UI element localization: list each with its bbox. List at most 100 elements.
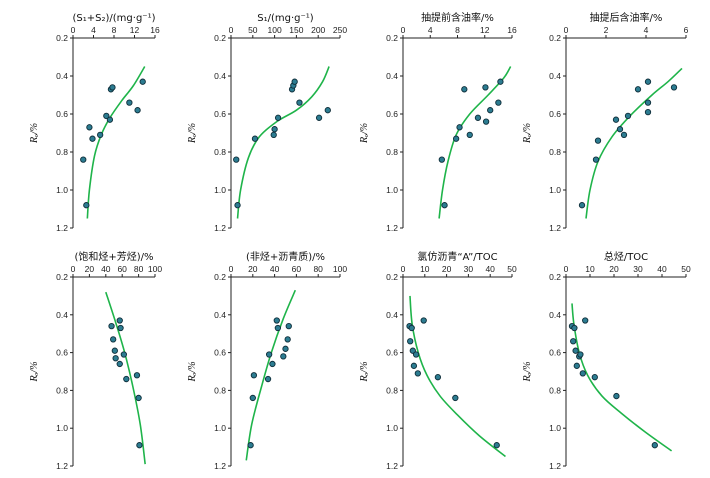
y-tick-label: 0.8 bbox=[386, 147, 398, 157]
chart-panel-5: 0 20 40 60 80 100 0.2 0.4 0.6 0.8 1.0 1.2 (饱和烃+芳烃)/%… bbox=[29, 250, 162, 471]
data-point bbox=[282, 345, 289, 352]
data-point bbox=[251, 135, 259, 142]
x-tick-label: 100 bbox=[333, 264, 347, 274]
panel-title: (饱和烃+芳烃)/% bbox=[74, 250, 153, 263]
y-axis-label: Rₒ/% bbox=[359, 123, 370, 144]
panel-title: (非烃+沥青质)/% bbox=[246, 250, 325, 263]
x-tick-label: 20 bbox=[609, 264, 619, 274]
y-tick-label: 1.2 bbox=[214, 461, 226, 471]
data-point bbox=[117, 324, 124, 332]
data-point bbox=[89, 135, 96, 142]
x-tick-label: 4 bbox=[644, 25, 649, 35]
data-point bbox=[573, 362, 580, 369]
chart-panel-1: 0 4 8 12 16 0.2 0.4 0.6 0.8 1.0 1.2 (S₁+S₂)/(mg·g⁻¹… bbox=[29, 13, 160, 233]
data-point bbox=[271, 126, 278, 133]
data-point bbox=[438, 156, 445, 163]
data-point bbox=[110, 336, 117, 343]
y-tick-label: 0.6 bbox=[214, 348, 226, 358]
data-point bbox=[466, 131, 473, 139]
data-point bbox=[582, 317, 589, 324]
y-tick-label: 0.8 bbox=[56, 385, 68, 395]
data-point bbox=[644, 99, 652, 106]
data-point bbox=[591, 374, 598, 381]
y-axis-label: Rₒ/% bbox=[29, 361, 40, 382]
data-point bbox=[624, 112, 632, 120]
data-point bbox=[273, 317, 280, 324]
data-point bbox=[274, 114, 282, 121]
y-tick-label: 0.8 bbox=[56, 147, 68, 157]
data-point bbox=[577, 351, 584, 358]
data-point bbox=[407, 338, 414, 345]
panel-title: S₁/(mg·g⁻¹) bbox=[257, 13, 314, 24]
data-point bbox=[410, 362, 418, 369]
x-tick-label: 8 bbox=[455, 25, 460, 35]
y-tick-label: 0.8 bbox=[386, 385, 398, 395]
y-tick-label: 1.0 bbox=[549, 423, 561, 433]
data-point bbox=[97, 131, 104, 139]
data-point bbox=[594, 137, 602, 144]
chart-panel-3: 0 4 8 12 16 0.2 0.4 0.6 0.8 1.0 1.2 抽提前含油率/% Rₒ/% bbox=[359, 11, 517, 233]
panel-title: 氯仿沥青“A”/TOC bbox=[417, 250, 497, 263]
chart-panel-6: 0 20 40 60 80 100 0.2 0.4 0.6 0.8 1.0 1.2 (非烃+沥青质)/%… bbox=[187, 250, 347, 471]
data-point bbox=[249, 394, 256, 402]
x-tick-label: 0 bbox=[401, 25, 406, 35]
panel-title: (S₁+S₂)/(mg·g⁻¹) bbox=[73, 13, 156, 24]
panel-title: 抽提后含油率/% bbox=[590, 11, 663, 24]
trend-line bbox=[571, 303, 673, 452]
data-point bbox=[264, 375, 272, 383]
y-tick-label: 0.2 bbox=[56, 272, 68, 282]
x-tick-label: 100 bbox=[148, 264, 162, 274]
data-point bbox=[408, 324, 415, 332]
x-tick-label: 40 bbox=[485, 264, 495, 274]
x-tick-label: 20 bbox=[85, 264, 95, 274]
data-point bbox=[285, 322, 292, 330]
data-point bbox=[315, 114, 323, 121]
y-tick-label: 0.8 bbox=[549, 385, 561, 395]
data-point bbox=[103, 112, 110, 120]
x-tick-label: 60 bbox=[117, 264, 127, 274]
x-tick-label: 6 bbox=[684, 25, 689, 35]
x-tick-label: 30 bbox=[464, 264, 474, 274]
y-tick-label: 0.6 bbox=[549, 348, 561, 358]
x-tick-label: 60 bbox=[292, 264, 302, 274]
y-tick-label: 0.8 bbox=[549, 147, 561, 157]
y-tick-label: 0.6 bbox=[214, 109, 226, 119]
data-point bbox=[106, 116, 114, 123]
y-tick-label: 0.4 bbox=[549, 310, 561, 320]
y-tick-label: 0.2 bbox=[386, 272, 398, 282]
y-tick-label: 0.8 bbox=[214, 147, 226, 157]
data-point bbox=[233, 156, 240, 163]
data-point bbox=[670, 84, 678, 91]
data-point bbox=[250, 372, 258, 379]
y-tick-label: 0.4 bbox=[386, 71, 398, 81]
data-point bbox=[414, 370, 421, 377]
data-point bbox=[613, 392, 620, 400]
data-point bbox=[620, 131, 628, 139]
y-tick-label: 0.4 bbox=[386, 310, 398, 320]
data-point bbox=[108, 322, 115, 330]
chart-panel-2: 0 50 100 150 200 250 0.2 0.4 0.6 0.8 1.0 1.2 S₁/(mg·… bbox=[187, 13, 347, 233]
data-point bbox=[412, 351, 420, 358]
data-point bbox=[452, 394, 459, 402]
x-tick-label: 20 bbox=[248, 264, 258, 274]
data-point bbox=[482, 84, 489, 91]
y-tick-label: 0.6 bbox=[56, 109, 68, 119]
data-point bbox=[83, 202, 90, 209]
x-tick-label: 40 bbox=[101, 264, 111, 274]
data-point bbox=[651, 442, 658, 449]
y-tick-label: 1.0 bbox=[56, 423, 68, 433]
data-point bbox=[135, 394, 142, 402]
x-tick-label: 200 bbox=[311, 25, 325, 35]
y-tick-label: 1.2 bbox=[549, 461, 561, 471]
x-tick-label: 50 bbox=[681, 264, 691, 274]
y-tick-label: 0.8 bbox=[214, 385, 226, 395]
y-tick-label: 1.2 bbox=[214, 223, 226, 233]
y-tick-label: 1.0 bbox=[214, 185, 226, 195]
data-point bbox=[86, 124, 93, 131]
panel-title: 总烃/TOC bbox=[604, 250, 648, 263]
data-point bbox=[572, 347, 579, 354]
x-tick-label: 0 bbox=[71, 264, 76, 274]
data-point bbox=[139, 78, 146, 85]
data-point bbox=[109, 84, 116, 91]
y-tick-label: 1.2 bbox=[386, 223, 398, 233]
